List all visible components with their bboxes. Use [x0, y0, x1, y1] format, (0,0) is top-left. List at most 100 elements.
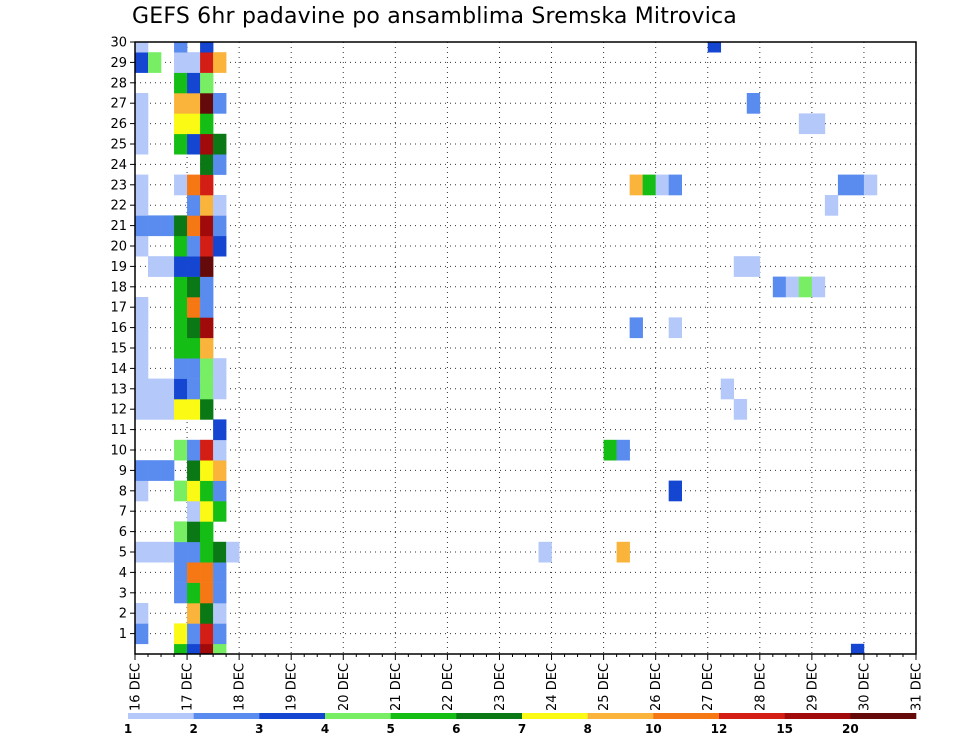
- heatmap-cell: [187, 582, 201, 604]
- heatmap-cell: [174, 358, 188, 379]
- heatmap-cell: [629, 317, 643, 339]
- heatmap-cell: [135, 541, 149, 563]
- heatmap-cell: [187, 256, 201, 277]
- heatmap-cell: [200, 113, 214, 135]
- x-tick-label: 22 DEC: [441, 663, 456, 711]
- heatmap-cell: [174, 337, 188, 359]
- heatmap-cell: [135, 235, 149, 257]
- x-tick-label: 30 DEC: [857, 663, 872, 711]
- heatmap-cell: [200, 72, 214, 94]
- heatmap-cell: [850, 174, 865, 196]
- heatmap-cell: [187, 562, 201, 583]
- heatmap-cell: [174, 582, 188, 604]
- heatmap-cell: [135, 337, 149, 359]
- colorbar-segment: [784, 713, 851, 719]
- colorbar-segment: [653, 713, 720, 719]
- heatmap-cell: [187, 235, 201, 257]
- heatmap-cell: [148, 256, 162, 277]
- y-tick-label: 9: [119, 464, 127, 479]
- heatmap-cell: [213, 195, 227, 216]
- colorbar-label: 8: [583, 722, 591, 736]
- heatmap-cell: [187, 276, 201, 298]
- heatmap-cell: [850, 643, 865, 655]
- heatmap-cell: [200, 337, 214, 359]
- heatmap-cell: [187, 195, 201, 216]
- heatmap-cell: [200, 623, 214, 645]
- heatmap-cell: [616, 439, 630, 461]
- heatmap-cell: [668, 174, 682, 196]
- x-tick-label: 24 DEC: [545, 663, 560, 711]
- heatmap-cell: [161, 460, 175, 481]
- heatmap-cell: [174, 235, 188, 257]
- heatmap-cell: [135, 133, 149, 155]
- heatmap-cell: [174, 317, 188, 339]
- colorbar-segment: [128, 713, 194, 719]
- heatmap-cell: [174, 623, 188, 645]
- colorbar: 1 2 3 4 5 6 7 8 10 12 15 20: [124, 713, 917, 736]
- heatmap-cell: [213, 235, 227, 257]
- heatmap-cell: [213, 643, 227, 655]
- heatmap-cell: [213, 582, 227, 604]
- x-tick-label: 19 DEC: [285, 663, 300, 711]
- x-tick-label: 26 DEC: [649, 663, 664, 711]
- heatmap-cell: [629, 174, 643, 196]
- heatmap-cell: [187, 521, 201, 543]
- heatmap-cell: [837, 174, 852, 196]
- y-tick-label: 27: [110, 97, 127, 112]
- heatmap-cell: [213, 419, 227, 441]
- colorbar-label: 15: [776, 722, 793, 736]
- heatmap-cell: [161, 399, 175, 420]
- heatmap-cell: [200, 174, 214, 196]
- heatmap-cell: [200, 93, 214, 114]
- heatmap-cell: [200, 562, 214, 583]
- heatmap-cell: [733, 399, 748, 420]
- heatmap-cell: [213, 623, 227, 645]
- heatmap-cell: [148, 378, 162, 400]
- y-tick-label: 23: [110, 178, 127, 193]
- colorbar-label: 20: [842, 722, 859, 736]
- heatmap-cell: [187, 113, 201, 135]
- colorbar-segment: [522, 713, 588, 719]
- heatmap-cell: [200, 235, 214, 257]
- heatmap-cell: [213, 541, 227, 563]
- heatmap-cell: [161, 378, 175, 400]
- heatmap-cell: [200, 603, 214, 624]
- y-tick-label: 6: [119, 525, 127, 540]
- heatmap-cell: [135, 52, 149, 73]
- x-tick-label: 25 DEC: [597, 663, 612, 711]
- heatmap-cell: [187, 358, 201, 379]
- colorbar-label: 6: [452, 722, 460, 736]
- heatmap-cell: [200, 378, 214, 400]
- heatmap-cell: [811, 276, 826, 298]
- heatmap-cell: [200, 521, 214, 543]
- heatmap-cell: [187, 541, 201, 563]
- heatmap-cell: [213, 52, 227, 73]
- heatmap-cell: [200, 317, 214, 339]
- heatmap-cell: [148, 399, 162, 420]
- heatmap-cell: [603, 439, 617, 461]
- heatmap-cell: [174, 215, 188, 237]
- heatmap-cell: [200, 133, 214, 155]
- y-tick-label: 5: [119, 546, 127, 561]
- colorbar-label: 4: [321, 722, 329, 736]
- heatmap-cell: [772, 276, 787, 298]
- x-tick-label: 20 DEC: [337, 663, 352, 711]
- y-tick-label: 24: [110, 158, 127, 173]
- heatmap-cell: [135, 215, 149, 237]
- colorbar-segment: [719, 713, 785, 719]
- heatmap-cell: [200, 256, 214, 277]
- heatmap-cell: [174, 42, 188, 53]
- heatmap-cell: [200, 439, 214, 461]
- heatmap-cell: [174, 541, 188, 563]
- heatmap-cell: [655, 174, 669, 196]
- x-tick-label: 17 DEC: [181, 663, 196, 711]
- y-tick-label: 1: [119, 627, 127, 642]
- heatmap-cell: [174, 521, 188, 543]
- heatmap-cell: [187, 93, 201, 114]
- heatmap-cell: [187, 297, 201, 318]
- heatmap-cell: [148, 215, 162, 237]
- heatmap-cell: [200, 297, 214, 318]
- colorbar-segment: [850, 713, 917, 719]
- heatmap-cell: [213, 215, 227, 237]
- heatmap-cell: [161, 256, 175, 277]
